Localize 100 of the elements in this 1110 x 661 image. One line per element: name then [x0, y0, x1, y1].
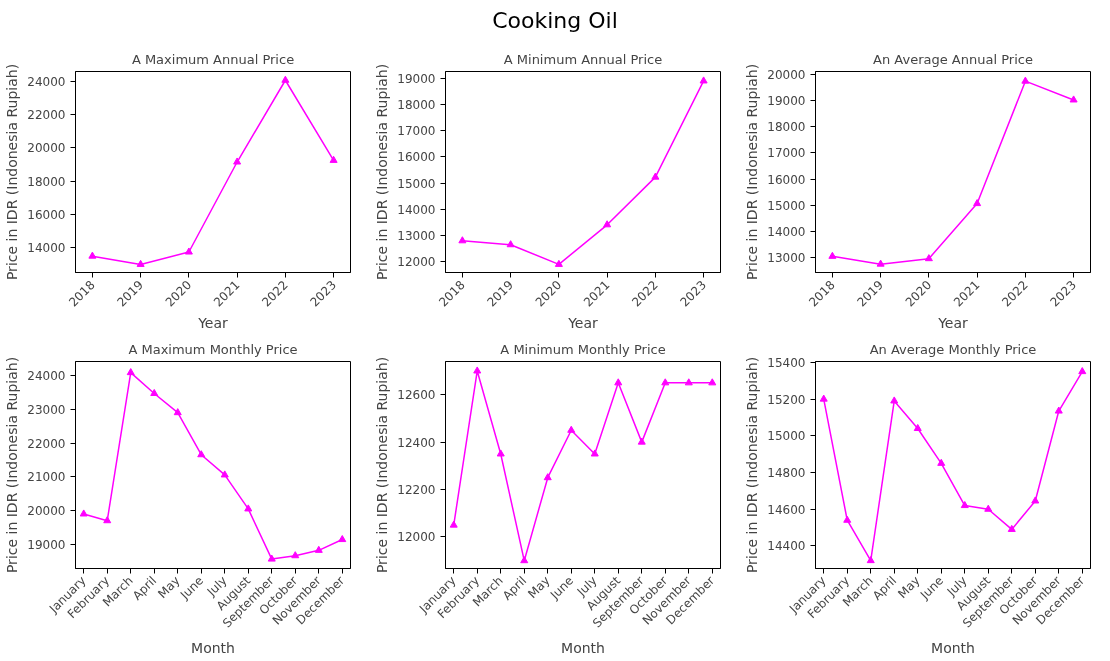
y-tick-label: 17000 — [767, 146, 806, 161]
x-axis-title: Year — [197, 315, 229, 332]
point — [458, 236, 467, 244]
y-tick-label: 24000 — [27, 369, 66, 384]
y-tick-label: 15000 — [767, 198, 806, 213]
x-axis-title: Month — [931, 640, 975, 657]
point — [1078, 367, 1087, 375]
chart-title: A Minimum Monthly Price — [500, 341, 666, 357]
y-axis-title: Price in IDR (Indonesia Rupiah) — [374, 356, 391, 574]
point — [1007, 524, 1016, 532]
y-tick-label: 12000 — [397, 255, 436, 270]
point — [473, 366, 482, 374]
y-tick-label: 16000 — [397, 150, 436, 165]
point — [150, 388, 159, 396]
point — [449, 520, 458, 528]
text: Cooking Oil — [492, 7, 618, 35]
y-tick-label: 19000 — [27, 537, 66, 552]
y-tick-label: 18000 — [767, 120, 806, 135]
y-tick-label: 14000 — [397, 202, 436, 217]
y-tick-label: 14000 — [27, 240, 66, 255]
y-tick-label: 13000 — [397, 229, 436, 244]
point — [890, 396, 899, 404]
point — [173, 408, 182, 416]
point — [1054, 406, 1063, 414]
point — [136, 259, 145, 267]
point — [197, 450, 206, 458]
point — [913, 423, 922, 431]
x-axis-title: Month — [561, 640, 605, 657]
y-tick-label: 19000 — [397, 71, 436, 86]
y-tick-label: 14600 — [767, 502, 806, 517]
point — [314, 545, 323, 553]
point — [567, 425, 576, 433]
point — [244, 504, 253, 512]
x-axis-title: Month — [191, 640, 235, 657]
point — [876, 259, 885, 267]
point — [281, 75, 290, 83]
point — [984, 504, 993, 512]
x-axis-title: Year — [567, 315, 599, 332]
point — [267, 554, 276, 562]
y-tick-label: 15000 — [767, 429, 806, 444]
point — [661, 378, 670, 386]
y-tick-label: 19000 — [767, 94, 806, 109]
x-axis-title: Year — [937, 315, 969, 332]
point — [1021, 76, 1030, 84]
y-axis-title: Price in IDR (Indonesia Rupiah) — [744, 63, 761, 281]
point — [233, 157, 242, 165]
point — [496, 449, 505, 457]
y-tick-label: 15400 — [767, 355, 806, 370]
point — [329, 155, 338, 163]
chart-title: An Average Annual Price — [873, 51, 1033, 67]
point — [103, 516, 112, 524]
point — [637, 437, 646, 445]
point — [603, 220, 612, 228]
y-tick-label: 18000 — [27, 174, 66, 189]
point — [88, 251, 97, 259]
y-tick-label: 16000 — [27, 207, 66, 222]
y-tick-label: 15200 — [767, 392, 806, 407]
y-axis-title: Price in IDR (Indonesia Rupiah) — [4, 63, 21, 281]
point — [684, 378, 693, 386]
point — [79, 509, 88, 517]
y-tick-label: 17000 — [397, 124, 436, 139]
chart-title: A Maximum Annual Price — [131, 51, 295, 67]
y-tick-label: 13000 — [767, 250, 806, 265]
point — [520, 556, 529, 564]
chart-title: A Minimum Annual Price — [503, 51, 663, 67]
point — [924, 254, 933, 262]
point — [819, 394, 828, 402]
y-tick-label: 18000 — [397, 98, 436, 113]
point — [554, 259, 563, 267]
point — [543, 473, 552, 481]
chart-title: A Maximum Monthly Price — [128, 341, 298, 357]
y-tick-label: 14400 — [767, 539, 806, 554]
y-axis-title: Price in IDR (Indonesia Rupiah) — [4, 356, 21, 574]
y-tick-label: 20000 — [27, 141, 66, 156]
point — [1031, 496, 1040, 504]
y-tick-label: 14800 — [767, 466, 806, 481]
point — [699, 76, 708, 84]
chart-title: An Average Monthly Price — [869, 341, 1037, 357]
y-tick-label: 16000 — [767, 172, 806, 187]
point — [937, 458, 946, 466]
point — [866, 556, 875, 564]
point — [291, 551, 300, 559]
y-tick-label: 24000 — [27, 75, 66, 90]
point — [1069, 95, 1078, 103]
y-tick-label: 12600 — [397, 388, 436, 403]
point — [220, 470, 229, 478]
point — [960, 501, 969, 509]
point — [614, 378, 623, 386]
y-tick-label: 20000 — [767, 68, 806, 83]
y-tick-label: 21000 — [27, 470, 66, 485]
y-tick-label: 22000 — [27, 108, 66, 123]
y-tick-label: 23000 — [27, 403, 66, 418]
y-axis-title: Price in IDR (Indonesia Rupiah) — [744, 356, 761, 574]
y-tick-label: 12200 — [397, 483, 436, 498]
point — [973, 199, 982, 207]
y-tick-label: 22000 — [27, 436, 66, 451]
point — [126, 368, 135, 376]
point — [651, 172, 660, 180]
point — [828, 251, 837, 259]
y-tick-label: 14000 — [767, 224, 806, 239]
